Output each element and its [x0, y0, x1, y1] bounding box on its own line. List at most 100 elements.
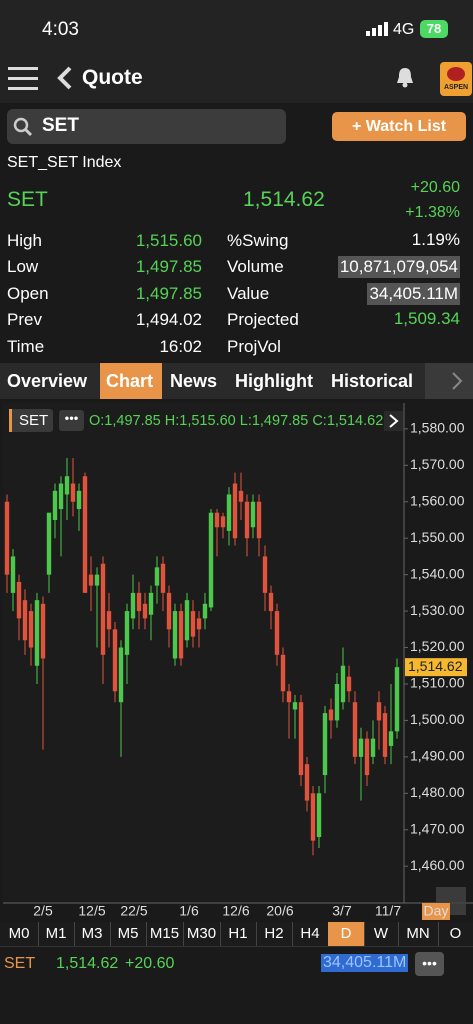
y-tick-label: 1,500.00 — [410, 711, 465, 727]
timeframe[interactable]: M15 — [146, 922, 184, 946]
plot-bg — [3, 403, 404, 903]
candle-body — [268, 592, 274, 612]
tab-more[interactable] — [425, 363, 473, 399]
tab[interactable]: Overview — [7, 371, 88, 391]
back-icon[interactable] — [55, 66, 73, 90]
bottom-value: 34,405.11M — [321, 954, 409, 972]
tab[interactable]: News — [170, 371, 218, 391]
bell-icon[interactable] — [395, 66, 415, 88]
stat-label: ProjVol — [227, 337, 281, 356]
candle-body — [178, 611, 184, 659]
y-tick-label: 1,520.00 — [410, 638, 465, 654]
ohlc-text: O:1,497.85 H:1,515.60 L:1,497.85 C:1,514… — [89, 413, 383, 429]
candle-body — [88, 574, 94, 586]
timeframe[interactable]: O — [438, 922, 473, 946]
candle-body — [322, 713, 328, 776]
candle-body — [10, 556, 16, 593]
candle-body — [358, 738, 364, 757]
menu-icon[interactable] — [8, 66, 38, 92]
timeframe[interactable]: M30 — [183, 922, 221, 946]
signal-icon — [366, 22, 388, 36]
candle-body — [166, 592, 172, 630]
stat-label: High — [7, 231, 42, 250]
timeframe[interactable]: D — [328, 922, 365, 946]
candle-body — [376, 702, 382, 721]
tab[interactable]: Historical — [331, 371, 414, 391]
timeframe[interactable]: W — [364, 922, 399, 946]
x-tick-label: 3/7 — [332, 903, 352, 919]
x-tick-label: 20/6 — [266, 903, 293, 919]
watch-list-button[interactable]: + Watch List — [332, 112, 466, 141]
x-tick-label: 11/7 — [375, 903, 401, 919]
x-label-bg — [422, 903, 450, 920]
page-title: Quote — [82, 66, 143, 89]
y-tick-label: 1,460.00 — [410, 857, 465, 873]
x-tick-label: Day — [424, 903, 449, 919]
search-icon — [13, 117, 33, 137]
timeframe[interactable]: MN — [398, 922, 439, 946]
candle-body — [196, 618, 202, 630]
logo[interactable]: ASPEN — [440, 62, 472, 96]
candle-body — [16, 581, 22, 619]
candle-body — [220, 516, 226, 528]
timeframe[interactable]: H2 — [256, 922, 293, 946]
tab[interactable]: Chart — [106, 371, 154, 391]
x-tick-label: 2/5 — [33, 903, 53, 919]
logo-text: ASPEN — [443, 84, 469, 91]
symbol-chip[interactable] — [9, 409, 53, 432]
candle-body — [70, 483, 76, 502]
candle-body — [226, 494, 232, 531]
symbol: SET — [7, 188, 48, 211]
candle-body — [76, 490, 82, 510]
timeframe[interactable]: M3 — [74, 922, 111, 946]
stat-label: Volume — [227, 257, 284, 276]
stat-value: 1.19% — [411, 230, 460, 249]
stat-label: Low — [7, 257, 39, 276]
candle-body — [160, 563, 166, 593]
bottom-change: +20.60 — [125, 955, 175, 972]
candle-body — [214, 512, 220, 528]
candle-body — [184, 600, 190, 641]
ohlc-more[interactable] — [384, 411, 403, 431]
search-box[interactable] — [7, 109, 286, 144]
change: +20.60 — [410, 179, 460, 196]
candle-body — [94, 574, 100, 586]
candle-body — [52, 490, 58, 520]
candle-body — [316, 793, 322, 838]
y-tick-label: 1,490.00 — [410, 748, 465, 764]
y-tick-label: 1,470.00 — [410, 820, 465, 836]
candle-body — [118, 647, 124, 703]
candle-body — [256, 501, 262, 539]
candle-body — [298, 702, 304, 776]
last-price-tag — [405, 658, 467, 677]
chip-accent — [9, 409, 12, 432]
tab[interactable]: Highlight — [235, 371, 313, 391]
candle-body — [28, 611, 34, 648]
timeframe[interactable]: M5 — [110, 922, 147, 946]
timeframe[interactable]: M1 — [38, 922, 75, 946]
chart-menu[interactable] — [59, 410, 84, 431]
change-pct: +1.38% — [405, 204, 460, 221]
candle-body — [64, 476, 70, 495]
tab-bar — [0, 363, 473, 399]
candle-body — [136, 592, 142, 612]
candle-body — [382, 713, 388, 757]
top-bar — [0, 0, 473, 103]
candle-body — [22, 600, 28, 641]
x-tick-label: 1/6 — [179, 903, 199, 919]
candle-body — [310, 793, 316, 841]
y-tick-label: 1,530.00 — [410, 602, 465, 618]
candle-body — [112, 629, 118, 692]
candle-body — [388, 731, 394, 746]
candle-body — [232, 483, 238, 539]
x-tick-label: 12/6 — [222, 903, 249, 919]
timeframe[interactable]: H1 — [220, 922, 257, 946]
bottom-menu[interactable]: ••• — [415, 952, 444, 976]
timeframe[interactable]: M0 — [0, 922, 39, 946]
x-tick-label: 22/5 — [120, 903, 147, 919]
search-query: SET — [42, 115, 79, 136]
y-tick-label: 1,560.00 — [410, 492, 465, 508]
candle-body — [34, 600, 40, 666]
timeframe[interactable]: H4 — [292, 922, 329, 946]
candle-body — [148, 592, 154, 615]
